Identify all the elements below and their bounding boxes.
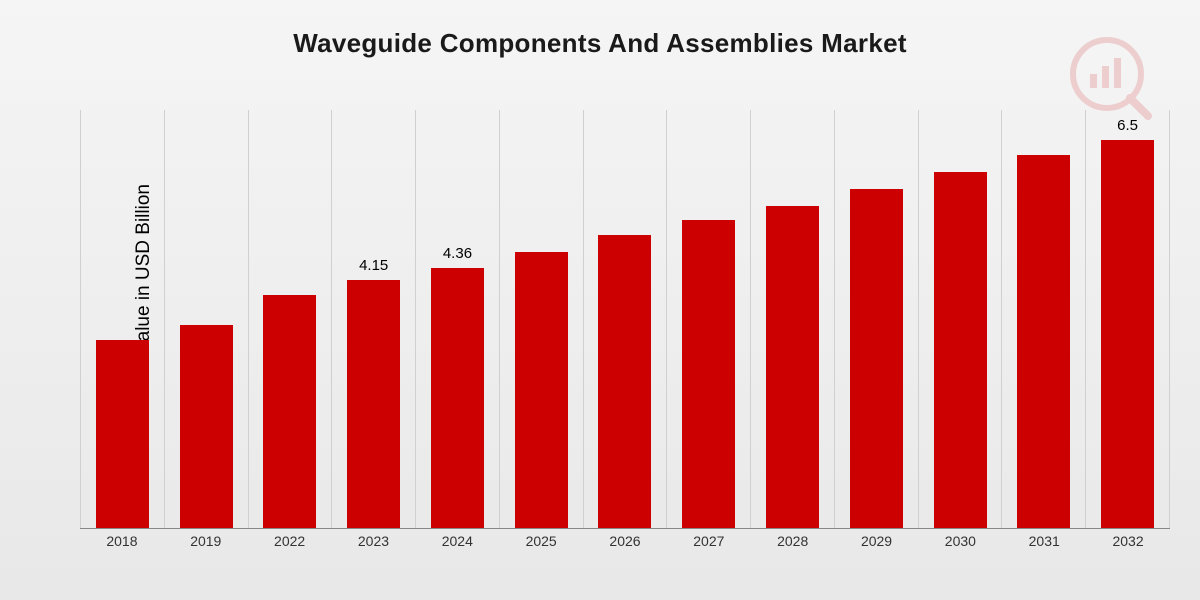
x-axis: 2018201920222023202420252026202720282029… xyxy=(80,528,1170,550)
x-axis-label: 2032 xyxy=(1086,529,1170,550)
bar xyxy=(347,280,400,528)
bar xyxy=(850,189,903,528)
bar-column xyxy=(918,110,1002,528)
bar xyxy=(180,325,233,528)
bar xyxy=(263,295,316,528)
x-axis-label: 2018 xyxy=(80,529,164,550)
bar xyxy=(598,235,651,528)
bar-column xyxy=(1001,110,1085,528)
bar-value-label: 6.5 xyxy=(1086,117,1169,134)
bar-column xyxy=(80,110,164,528)
bar-column xyxy=(666,110,750,528)
bar-column: 6.5 xyxy=(1085,110,1169,528)
bar xyxy=(682,220,735,528)
bar xyxy=(431,268,484,528)
x-axis-label: 2029 xyxy=(835,529,919,550)
bar-grid: 4.154.36 6.5 xyxy=(80,110,1170,528)
bar xyxy=(766,206,819,528)
bar xyxy=(1017,155,1070,528)
x-axis-label: 2030 xyxy=(918,529,1002,550)
x-axis-label: 2028 xyxy=(751,529,835,550)
bar-column xyxy=(834,110,918,528)
bar-column xyxy=(499,110,583,528)
x-axis-label: 2022 xyxy=(248,529,332,550)
bar-value-label: 4.36 xyxy=(416,245,499,262)
bar xyxy=(515,252,568,528)
bar-column xyxy=(583,110,667,528)
x-axis-label: 2026 xyxy=(583,529,667,550)
x-axis-label: 2027 xyxy=(667,529,751,550)
bar-column: 4.36 xyxy=(415,110,499,528)
bar-column: 4.15 xyxy=(331,110,415,528)
bar-column xyxy=(750,110,834,528)
bar-column xyxy=(164,110,248,528)
x-axis-label: 2031 xyxy=(1002,529,1086,550)
x-axis-label: 2023 xyxy=(332,529,416,550)
chart-area: 4.154.36 6.5 2018201920222023202420252026… xyxy=(80,110,1170,550)
x-axis-label: 2019 xyxy=(164,529,248,550)
bar-column xyxy=(248,110,332,528)
bar xyxy=(96,340,149,528)
x-axis-label: 2024 xyxy=(415,529,499,550)
bar-value-label: 4.15 xyxy=(332,257,415,274)
x-axis-label: 2025 xyxy=(499,529,583,550)
bar xyxy=(934,172,987,528)
bar xyxy=(1101,140,1154,528)
chart-title: Waveguide Components And Assemblies Mark… xyxy=(0,28,1200,59)
